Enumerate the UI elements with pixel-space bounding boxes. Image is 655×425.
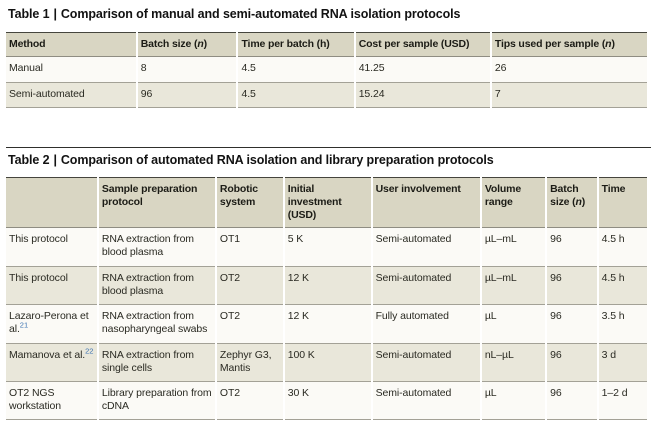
table-row: This protocol RNA extraction from blood p… (6, 266, 647, 306)
column-header: Cost per sample (USD) (355, 32, 490, 58)
table-cell: 5 K (284, 228, 371, 267)
table-row: Manual 8 4.5 41.25 26 (6, 57, 647, 83)
column-header: Time (598, 177, 647, 229)
table-2: Sample preparation protocol Robotic syste… (4, 177, 649, 421)
title-separator: | (53, 7, 57, 21)
table-cell: Semi-automated (372, 266, 480, 306)
table-cell: RNA extraction from blood plasma (98, 266, 215, 306)
table-cell: µL–mL (481, 266, 546, 306)
column-header: Time per batch (h) (238, 32, 354, 58)
column-header: Batch size (n) (547, 177, 597, 229)
table-cell: 4.5 (238, 57, 354, 83)
column-header: Initial investment (USD) (284, 177, 371, 229)
table-cell: 30 K (284, 382, 371, 421)
table-row: OT2 NGS workstation Library preparation f… (6, 382, 647, 421)
row-label: This protocol (6, 266, 97, 306)
table-cell: Zephyr G3, Mantis (216, 343, 283, 382)
table-1: Method Batch size (n) Time per batch (h) Co… (4, 32, 649, 108)
column-header (6, 177, 97, 229)
table-cell: Semi-automated (372, 343, 480, 382)
citation-ref[interactable]: 21 (19, 320, 29, 330)
table-cell: µL (481, 305, 546, 344)
title-separator: | (53, 152, 57, 167)
table-cell: 12 K (284, 266, 371, 306)
column-header: User involvement (372, 177, 480, 229)
row-label: OT2 NGS workstation (6, 382, 97, 421)
table-cell: 41.25 (355, 57, 490, 83)
column-header: Method (6, 32, 136, 58)
table-cell: 96 (547, 305, 597, 344)
table-2-caption: Comparison of automated RNA isolation an… (60, 152, 494, 167)
table-cell: Library preparation from cDNA (98, 382, 215, 421)
row-label: Lazaro-Perona et al.21 (6, 305, 97, 344)
table-cell: 15.24 (355, 82, 490, 108)
table-cell: µL–mL (481, 228, 546, 267)
table-cell: 8 (137, 57, 237, 83)
table-cell: 96 (547, 343, 597, 382)
column-header: Sample preparation protocol (98, 177, 215, 229)
table-cell: 1–2 d (598, 382, 647, 421)
table-2-label: Table 2 (8, 152, 50, 167)
table-row: This protocol RNA extraction from blood p… (6, 228, 647, 267)
column-header: Volume range (481, 177, 546, 229)
table-cell: 4.5 (238, 82, 354, 108)
table-1-caption: Comparison of manual and semi-automated … (60, 7, 461, 21)
row-label: Mamanova et al.22 (6, 343, 97, 382)
table-1-title: Table 1 | Comparison of manual and semi-au… (8, 0, 651, 21)
table-cell: Semi-automated (372, 228, 480, 267)
table-cell: 12 K (284, 305, 371, 344)
section-divider (6, 146, 651, 148)
table-cell: Fully automated (372, 305, 480, 344)
table-cell: 100 K (284, 343, 371, 382)
table-row: Semi-automated 96 4.5 15.24 7 (6, 82, 647, 108)
table-cell: 96 (547, 382, 597, 421)
table-cell: RNA extraction from blood plasma (98, 228, 215, 267)
table-cell: 96 (547, 266, 597, 306)
row-label: Semi-automated (6, 82, 136, 108)
table-cell: OT2 (216, 305, 283, 344)
table-cell: 3 d (598, 343, 647, 382)
table-2-header-row: Sample preparation protocol Robotic syste… (6, 177, 647, 229)
table-row: Mamanova et al.22 RNA extraction from sin… (6, 343, 647, 382)
row-label: Manual (6, 57, 136, 83)
table-cell: 4.5 h (598, 228, 647, 267)
citation-ref[interactable]: 22 (85, 346, 94, 356)
table-cell: 96 (137, 82, 237, 108)
table-1-label: Table 1 (8, 7, 50, 21)
column-header: Batch size (n) (137, 32, 237, 58)
table-cell: RNA extraction from single cells (98, 343, 215, 382)
table-cell: µL (481, 382, 546, 421)
table-1-header-row: Method Batch size (n) Time per batch (h) Co… (6, 32, 647, 58)
table-cell: OT2 (216, 382, 283, 421)
table-cell: OT1 (216, 228, 283, 267)
table-cell: Semi-automated (372, 382, 480, 421)
table-cell: 3.5 h (598, 305, 647, 344)
row-label: This protocol (6, 228, 97, 267)
table-cell: OT2 (216, 266, 283, 306)
table-cell: 7 (491, 82, 647, 108)
table-2-title: Table 2 | Comparison of automated RNA isol… (8, 148, 651, 167)
table-row: Lazaro-Perona et al.21 RNA extraction fro… (6, 305, 647, 344)
column-header: Robotic system (216, 177, 283, 229)
table-cell: nL–µL (481, 343, 546, 382)
column-header: Tips used per sample (n) (491, 32, 647, 58)
table-cell: RNA extraction from nasopharyngeal swabs (98, 305, 215, 344)
table-cell: 26 (491, 57, 647, 83)
table-cell: 96 (547, 228, 597, 267)
table-cell: 4.5 h (598, 266, 647, 306)
